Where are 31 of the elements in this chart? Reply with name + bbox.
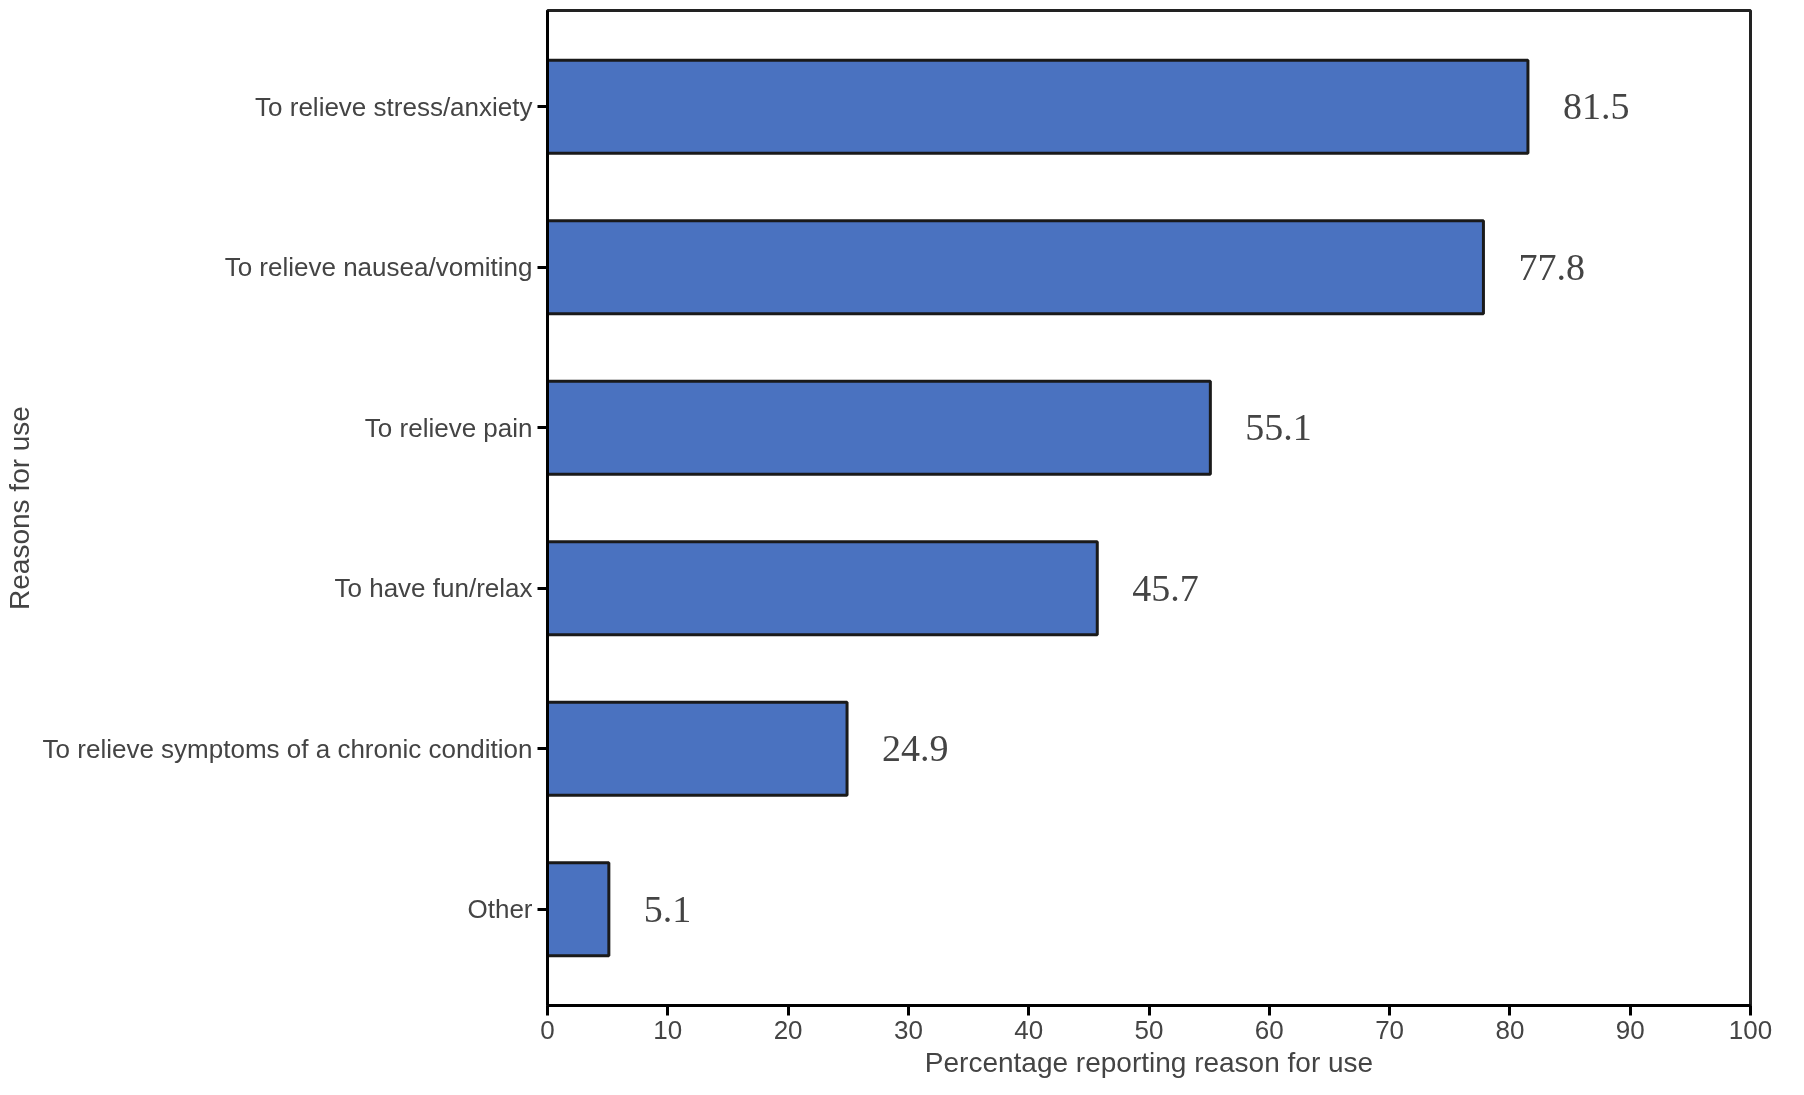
x-tick-label: 30 <box>893 1014 923 1045</box>
bar <box>547 379 1212 476</box>
bar <box>547 540 1099 637</box>
bar <box>547 58 1530 155</box>
x-tick-label: 60 <box>1254 1014 1284 1045</box>
y-tick-label: To relieve pain <box>364 412 533 443</box>
x-tick-label: 40 <box>1014 1014 1044 1045</box>
bar <box>547 219 1485 316</box>
y-tick-label: To relieve stress/anxiety <box>255 91 533 122</box>
x-tick-label: 10 <box>653 1014 683 1045</box>
bar <box>547 700 849 797</box>
y-tick-label: To have fun/relax <box>334 573 533 604</box>
x-axis-title: Percentage reporting reason for use <box>924 1046 1374 1078</box>
y-tick-label: To relieve nausea/vomiting <box>224 252 533 283</box>
x-tick-label: 20 <box>773 1014 803 1045</box>
x-tick-label: 0 <box>540 1014 555 1045</box>
data-label: 5.1 <box>643 887 692 930</box>
x-tick-label: 70 <box>1375 1014 1405 1045</box>
data-label: 77.8 <box>1518 245 1585 288</box>
y-tick-label: Other <box>467 894 533 925</box>
y-axis-title: Reasons for use <box>3 406 35 610</box>
data-label: 45.7 <box>1132 566 1199 609</box>
x-tick-label: 50 <box>1134 1014 1164 1045</box>
bar <box>547 861 611 958</box>
x-tick-label: 100 <box>1728 1014 1773 1045</box>
x-tick-label: 90 <box>1615 1014 1645 1045</box>
y-tick-label: To relieve symptoms of a chronic condition <box>42 733 533 764</box>
x-tick-label: 80 <box>1495 1014 1525 1045</box>
data-label: 24.9 <box>882 727 949 770</box>
data-label: 81.5 <box>1562 85 1630 128</box>
data-label: 55.1 <box>1245 406 1312 449</box>
